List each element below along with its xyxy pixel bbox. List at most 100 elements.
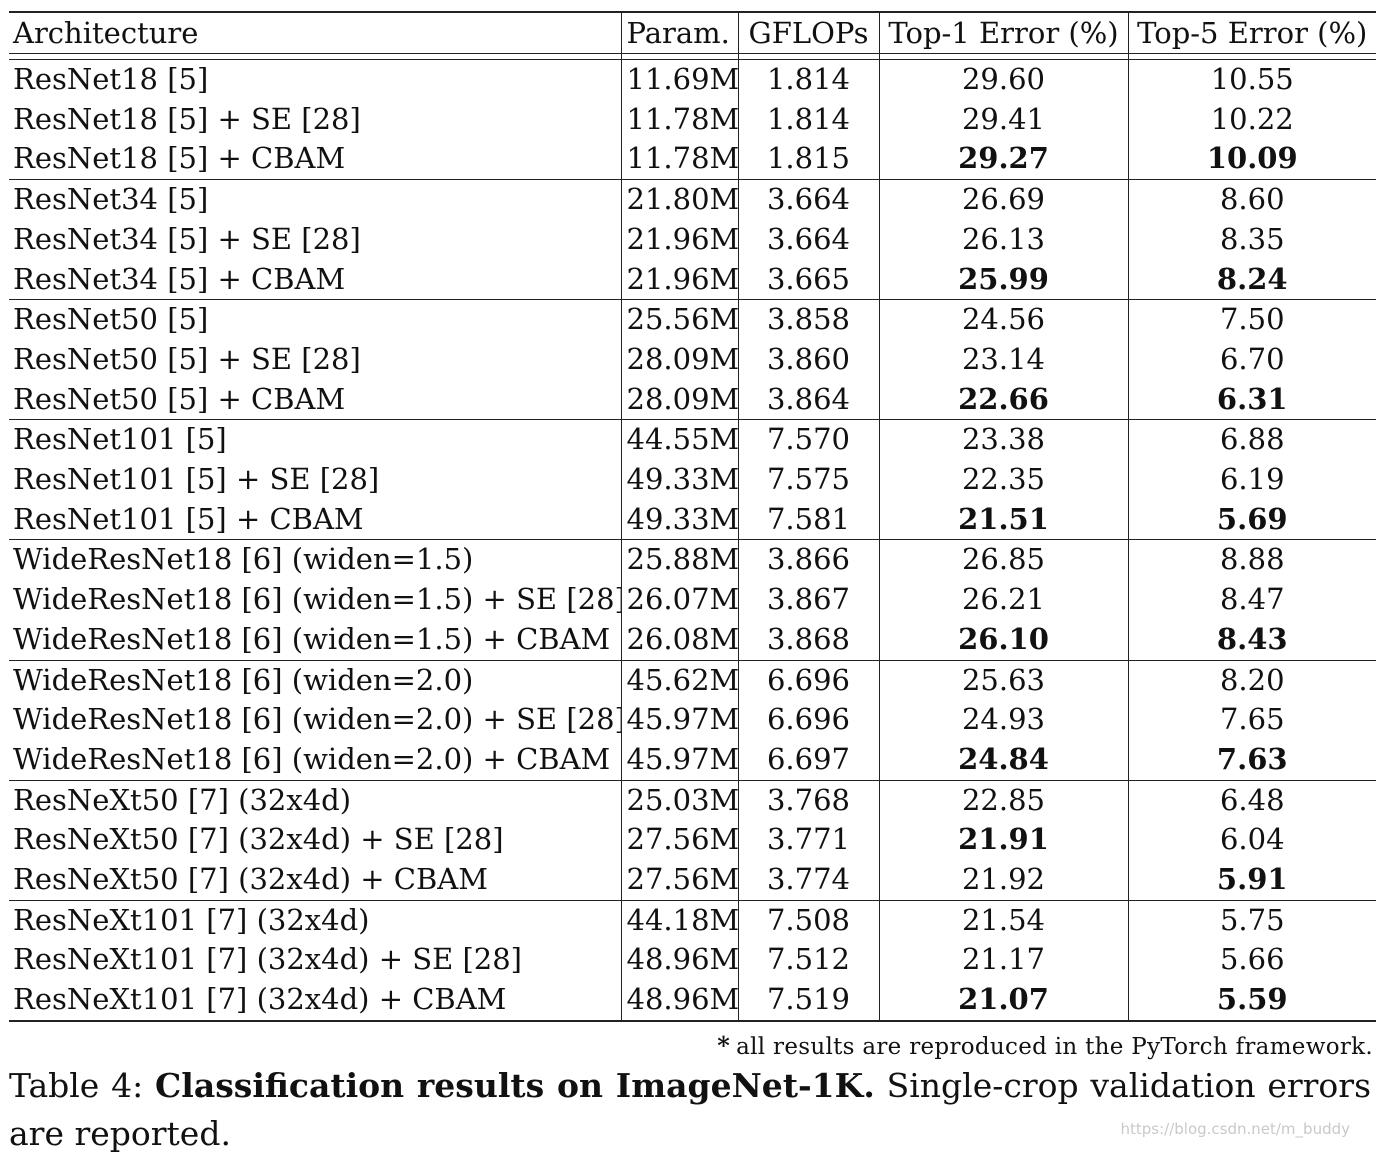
cell-top1-error-best: 24.84 bbox=[958, 741, 1049, 776]
cell-gflops: 3.867 bbox=[737, 580, 879, 620]
cell-param: 25.03M bbox=[620, 779, 738, 821]
table-row: ResNet50 [5] + CBAM 28.09M 3.864 22.66 6.31 bbox=[9, 379, 1376, 420]
cell-param: 11.69M bbox=[620, 59, 738, 100]
cell-gflops: 6.696 bbox=[737, 700, 879, 740]
cell-top1-error: 29.60 bbox=[878, 59, 1128, 100]
watermark: https://blog.csdn.net/m_buddy bbox=[1120, 1120, 1350, 1138]
cell-gflops: 3.774 bbox=[737, 860, 879, 901]
cell-top5-error: 10.55 bbox=[1127, 59, 1376, 100]
cell-gflops: 3.664 bbox=[737, 219, 879, 260]
cell-param: 45.62M bbox=[620, 659, 738, 701]
cell-architecture: WideResNet18 [6] (widen=1.5) + SE [28] bbox=[13, 582, 621, 617]
cell-gflops: 3.866 bbox=[737, 539, 879, 581]
cell-param: 25.56M bbox=[620, 299, 738, 340]
cell-top1-error: 26.13 bbox=[878, 219, 1128, 260]
cell-gflops: 7.508 bbox=[737, 899, 879, 941]
cell-gflops: 1.814 bbox=[737, 99, 879, 140]
cell-top5-error: 5.69 bbox=[1127, 499, 1376, 540]
cell-top5-error: 5.75 bbox=[1127, 899, 1376, 941]
cell-architecture: ResNet101 [5] + CBAM bbox=[13, 501, 364, 536]
cell-top5-error: 8.43 bbox=[1127, 619, 1376, 661]
footnote-text: all results are reproduced in the PyTorc… bbox=[736, 1034, 1373, 1060]
cell-param: 21.96M bbox=[620, 259, 738, 300]
cell-top5-error: 5.66 bbox=[1127, 940, 1376, 981]
caption-title: Classification results on ImageNet-1K. bbox=[155, 1066, 875, 1105]
cell-architecture: ResNet18 [5] + SE [28] bbox=[13, 101, 361, 136]
cell-top5-error: 7.63 bbox=[1127, 739, 1376, 781]
cell-top1-error-best: 29.27 bbox=[958, 141, 1049, 176]
header-architecture: Architecture bbox=[13, 16, 199, 50]
table-row: ResNeXt101 [7] (32x4d) + CBAM 48.96M 7.519… bbox=[9, 980, 1376, 1022]
cell-top1-error: 29.27 bbox=[878, 139, 1128, 180]
cell-top5-error: 8.88 bbox=[1127, 539, 1376, 581]
table-row: ResNet50 [5] 25.56M 3.858 24.56 7.50 bbox=[9, 299, 1376, 340]
cell-top1-error: 24.93 bbox=[878, 700, 1128, 740]
cell-top1-error: 21.92 bbox=[878, 860, 1128, 901]
cell-top1-error: 25.63 bbox=[878, 659, 1128, 701]
cell-top5-error: 5.59 bbox=[1127, 980, 1376, 1022]
cell-top5-error: 6.70 bbox=[1127, 339, 1376, 380]
cell-top1-error: 23.14 bbox=[878, 339, 1128, 380]
cell-top5-error: 6.19 bbox=[1127, 460, 1376, 500]
cell-top5-error-best: 7.63 bbox=[1216, 741, 1288, 776]
cell-top5-error: 6.48 bbox=[1127, 779, 1376, 821]
cell-gflops: 7.519 bbox=[737, 980, 879, 1022]
cell-top1-error: 26.21 bbox=[878, 580, 1128, 620]
header-gflops: GFLOPs bbox=[737, 12, 879, 54]
results-table: Architecture Param. GFLOPs Top-1 Error (… bbox=[9, 11, 1376, 1022]
cell-architecture: ResNet18 [5] bbox=[13, 62, 209, 96]
cell-gflops: 7.570 bbox=[737, 419, 879, 461]
cell-architecture: ResNeXt50 [7] (32x4d) + CBAM bbox=[13, 862, 488, 897]
table-caption: Table 4: Classification results on Image… bbox=[9, 1062, 1371, 1158]
cell-top1-error: 21.07 bbox=[878, 980, 1128, 1022]
cell-gflops: 3.858 bbox=[737, 299, 879, 340]
cell-top5-error: 8.47 bbox=[1127, 580, 1376, 620]
table-row: WideResNet18 [6] (widen=2.0) + SE [28] 45… bbox=[9, 700, 1376, 740]
cell-top1-error: 24.56 bbox=[878, 299, 1128, 340]
footnote: * all results are reproduced in the PyTor… bbox=[717, 1030, 1373, 1063]
cell-top1-error: 23.38 bbox=[878, 419, 1128, 461]
cell-param: 49.33M bbox=[620, 460, 738, 500]
cell-top5-error: 8.60 bbox=[1127, 179, 1376, 220]
cell-architecture: ResNet34 [5] + CBAM bbox=[13, 261, 346, 296]
cell-top5-error: 5.91 bbox=[1127, 860, 1376, 901]
cell-architecture: ResNeXt101 [7] (32x4d) bbox=[9, 899, 621, 941]
header-param: Param. bbox=[620, 12, 738, 54]
cell-gflops: 6.696 bbox=[737, 659, 879, 701]
cell-top1-error: 22.66 bbox=[878, 379, 1128, 420]
table-row: WideResNet18 [6] (widen=2.0) 45.62M 6.696 2… bbox=[9, 659, 1376, 701]
table-row: WideResNet18 [6] (widen=1.5) 25.88M 3.866 2… bbox=[9, 539, 1376, 581]
caption-label: Table 4: bbox=[9, 1066, 144, 1105]
cell-top5-error-best: 6.31 bbox=[1216, 381, 1288, 416]
header-top5-error: Top-5 Error (%) bbox=[1127, 12, 1376, 54]
cell-gflops: 3.768 bbox=[737, 779, 879, 821]
cell-architecture: ResNet50 [5] bbox=[9, 299, 621, 340]
cell-gflops: 7.581 bbox=[737, 499, 879, 540]
cell-param: 11.78M bbox=[620, 99, 738, 140]
table-row: WideResNet18 [6] (widen=2.0) + CBAM 45.97… bbox=[9, 739, 1376, 781]
cell-param: 28.09M bbox=[620, 339, 738, 380]
cell-top5-error: 6.31 bbox=[1127, 379, 1376, 420]
cell-architecture: WideResNet18 [6] (widen=2.0) bbox=[9, 659, 621, 701]
cell-top5-error-best: 10.09 bbox=[1206, 141, 1298, 176]
cell-architecture: ResNet50 [5] + CBAM bbox=[13, 381, 346, 416]
cell-param: 26.08M bbox=[620, 619, 738, 661]
table-row: ResNet18 [5] + CBAM 11.78M 1.815 29.27 10.09 bbox=[9, 139, 1376, 180]
table-row: WideResNet18 [6] (widen=1.5) + CBAM 26.08… bbox=[9, 619, 1376, 661]
cell-top1-error: 26.10 bbox=[878, 619, 1128, 661]
cell-gflops: 1.814 bbox=[737, 59, 879, 100]
header-double-rule bbox=[9, 53, 1376, 60]
cell-top5-error: 7.65 bbox=[1127, 700, 1376, 740]
cell-param: 11.78M bbox=[620, 139, 738, 180]
table-row: ResNet18 [5] 11.69M 1.814 29.60 10.55 bbox=[9, 59, 1376, 100]
cell-top1-error: 26.85 bbox=[878, 539, 1128, 581]
table-row: ResNet101 [5] + CBAM 49.33M 7.581 21.51 5.69 bbox=[9, 499, 1376, 540]
cell-top5-error: 8.20 bbox=[1127, 659, 1376, 701]
table-row: ResNeXt101 [7] (32x4d) 44.18M 7.508 21.54 5.… bbox=[9, 899, 1376, 941]
cell-gflops: 3.860 bbox=[737, 339, 879, 380]
cell-top1-error: 21.91 bbox=[878, 820, 1128, 861]
table-row: ResNet101 [5] + SE [28] 49.33M 7.575 22.35 6… bbox=[9, 460, 1376, 500]
cell-top5-error-best: 5.59 bbox=[1216, 982, 1288, 1017]
cell-param: 44.18M bbox=[620, 899, 738, 941]
cell-gflops: 3.664 bbox=[737, 179, 879, 220]
